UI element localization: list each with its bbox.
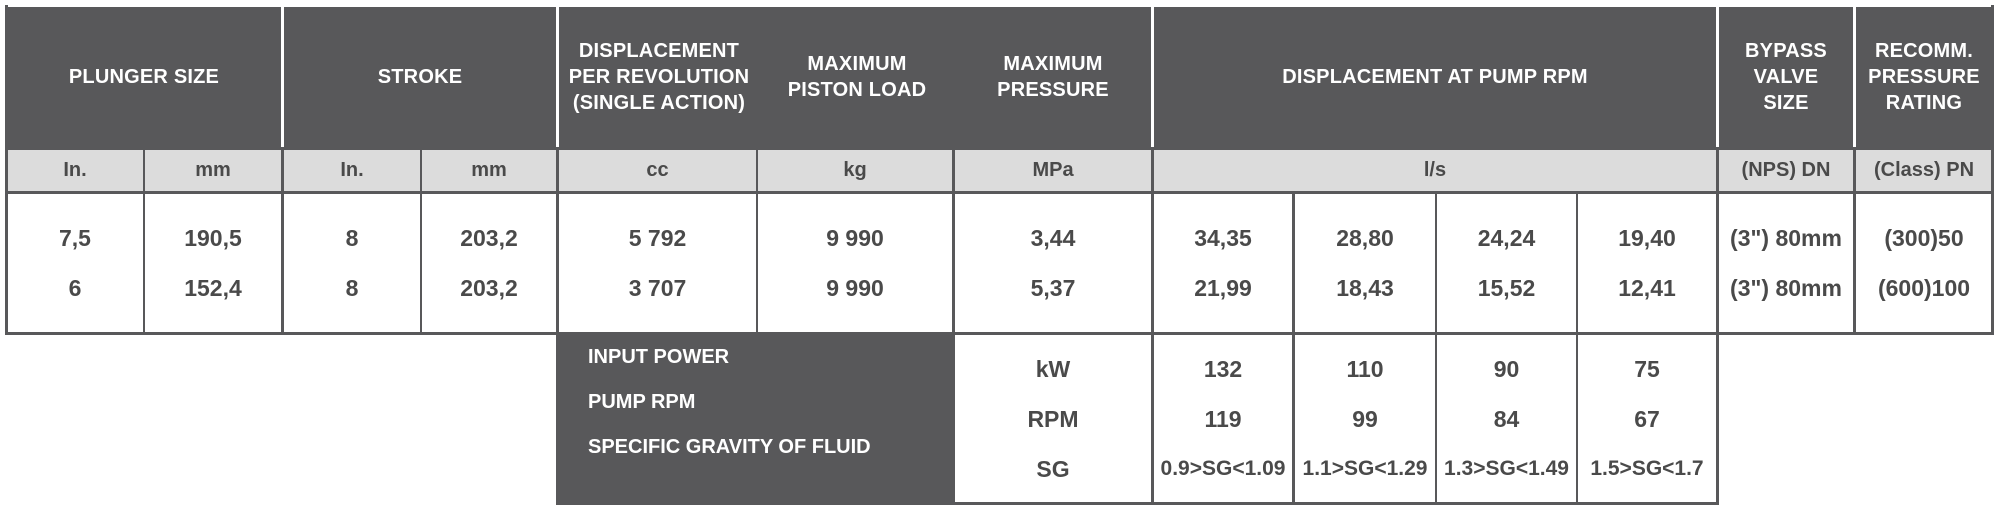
- grid-line: [1716, 335, 1719, 505]
- grid-line: [281, 147, 284, 335]
- bottom-units: kW RPM SG: [955, 335, 1151, 502]
- grid-line: [143, 147, 145, 335]
- grid-line: [1716, 147, 1719, 335]
- header-recomm-pressure-rating: RECOMM. PRESSURE RATING: [1856, 7, 1992, 147]
- header-separator: [281, 7, 284, 147]
- header-plunger-size: PLUNGER SIZE: [7, 7, 281, 147]
- data-plunger-mm: 190,5 152,4: [145, 194, 281, 332]
- label-specific-gravity: SPECIFIC GRAVITY OF FLUID: [588, 436, 871, 458]
- data-pressure: 3,44 5,37: [955, 194, 1151, 332]
- bottom-col-3: 90 84 1.3>SG<1.49: [1437, 335, 1576, 502]
- bottom-labels: INPUT POWER PUMP RPM SPECIFIC GRAVITY OF…: [556, 335, 952, 505]
- header-separator: [556, 7, 559, 147]
- unit-plunger-mm: mm: [145, 150, 281, 191]
- unit-displacement: cc: [559, 150, 756, 191]
- data-flow-2: 28,80 18,43: [1295, 194, 1435, 332]
- header-bypass-valve-size: BYPASS VALVE SIZE: [1719, 7, 1853, 147]
- header-displacement-per-revolution: DISPLACEMENT PER REVOLUTION (SINGLE ACTI…: [559, 7, 759, 147]
- data-rating: (300)50 (600)100: [1856, 194, 1992, 332]
- unit-bypass: (NPS) DN: [1719, 150, 1853, 191]
- data-bypass: (3") 80mm (3") 80mm: [1719, 194, 1853, 332]
- grid-line: [556, 147, 559, 335]
- data-stroke-mm: 203,2 203,2: [422, 194, 556, 332]
- data-piston-load: 9 990 9 990: [758, 194, 952, 332]
- grid-line: [1292, 194, 1295, 335]
- grid-line: [1853, 147, 1856, 335]
- grid-line: [1151, 147, 1154, 335]
- header-displacement-at-pump-rpm: DISPLACEMENT AT PUMP RPM: [1154, 7, 1716, 147]
- grid-line: [5, 5, 8, 335]
- grid-line: [1435, 335, 1437, 505]
- bottom-col-1: 132 119 0.9>SG<1.09: [1154, 335, 1292, 502]
- data-flow-1: 34,35 21,99: [1154, 194, 1292, 332]
- label-pump-rpm: PUMP RPM: [588, 391, 696, 413]
- data-displacement: 5 792 3 707: [559, 194, 756, 332]
- unit-stroke-in: In.: [284, 150, 420, 191]
- data-plunger-in: 7,5 6: [7, 194, 143, 332]
- unit-stroke-mm: mm: [422, 150, 556, 191]
- grid-line: [1151, 335, 1154, 505]
- grid-line: [952, 335, 955, 505]
- grid-line: [5, 147, 1994, 150]
- unit-rating: (Class) PN: [1856, 150, 1992, 191]
- grid-line: [1292, 335, 1295, 505]
- bottom-col-4: 75 67 1.5>SG<1.7: [1578, 335, 1716, 502]
- data-flow-4: 19,40 12,41: [1578, 194, 1716, 332]
- grid-line: [756, 147, 758, 335]
- label-input-power: INPUT POWER: [588, 346, 730, 368]
- header-separator: [1853, 7, 1856, 147]
- grid-line: [952, 502, 1719, 505]
- header-separator: [1151, 7, 1154, 147]
- grid-line: [1576, 194, 1578, 335]
- bottom-col-2: 110 99 1.1>SG<1.29: [1295, 335, 1435, 502]
- header-maximum-piston-load: MAXIMUM PISTON LOAD: [759, 7, 955, 147]
- grid-line: [1435, 194, 1437, 335]
- grid-line: [5, 332, 1994, 335]
- grid-line: [5, 191, 1994, 194]
- unit-piston-load: kg: [758, 150, 952, 191]
- grid-line: [952, 147, 955, 335]
- unit-pressure: MPa: [955, 150, 1151, 191]
- unit-plunger-in: In.: [7, 150, 143, 191]
- unit-flow: l/s: [1154, 150, 1716, 191]
- header-separator: [1716, 7, 1719, 147]
- grid-line: [420, 147, 422, 335]
- header-maximum-pressure: MAXIMUM PRESSURE: [955, 7, 1151, 147]
- grid-line: [1991, 5, 1994, 335]
- header-stroke: STROKE: [284, 7, 556, 147]
- grid-line: [1576, 335, 1578, 505]
- data-flow-3: 24,24 15,52: [1437, 194, 1576, 332]
